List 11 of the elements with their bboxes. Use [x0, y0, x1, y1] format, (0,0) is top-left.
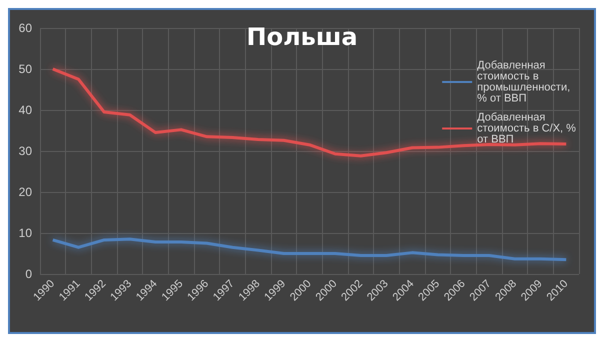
legend-label: Добавленная стоимость в С/Х, % от ВВП [477, 112, 580, 146]
y-tick-label: 50 [18, 62, 32, 76]
y-tick-label: 0 [25, 267, 32, 281]
y-tick-label: 40 [18, 103, 32, 117]
line-series [51, 238, 568, 262]
y-tick-label: 20 [18, 185, 32, 199]
chart-title: Польша [246, 23, 358, 51]
y-tick-label: 30 [18, 144, 32, 158]
legend-label: Добавленная стоимость в промышленности, % от ВВП [477, 60, 574, 104]
y-tick-label: 10 [18, 226, 32, 240]
y-tick-label: 60 [18, 21, 32, 35]
